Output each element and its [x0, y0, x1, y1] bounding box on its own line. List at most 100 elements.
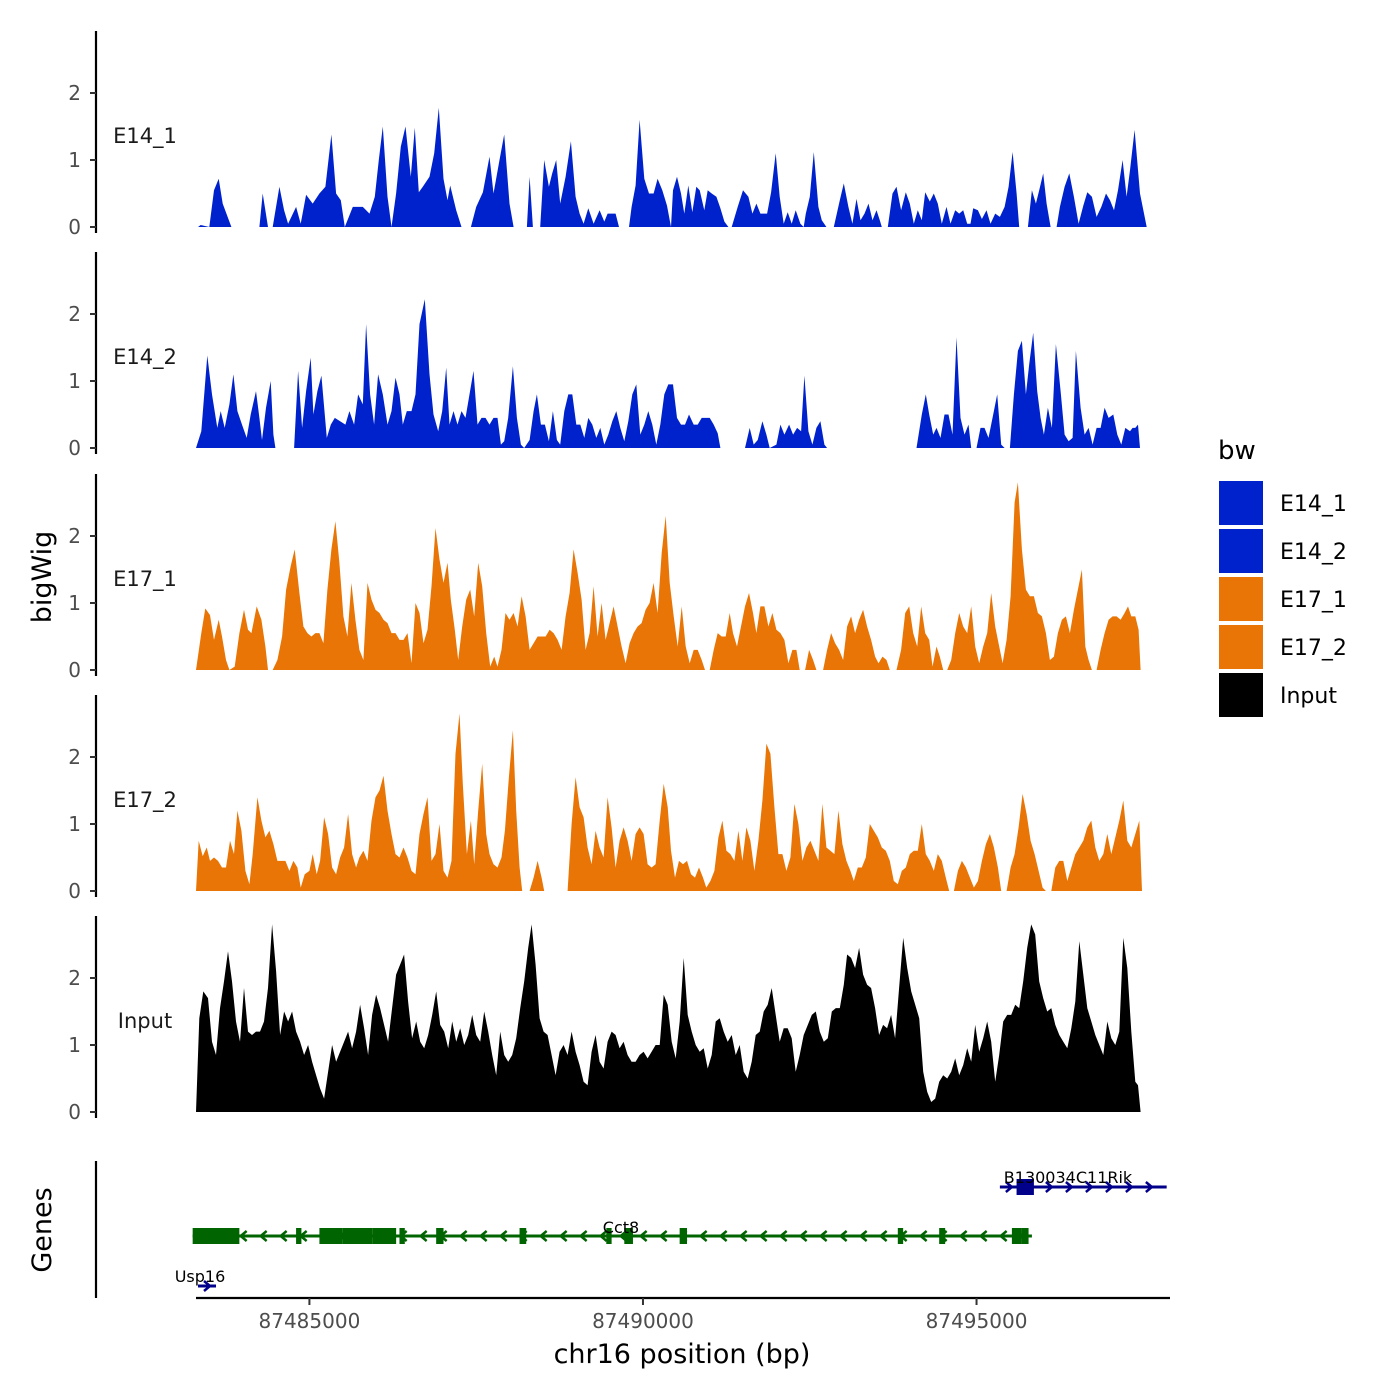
area-Input [196, 924, 1141, 1112]
exon [296, 1228, 302, 1244]
exon [436, 1228, 444, 1244]
gene-label-Usp16: Usp16 [175, 1267, 226, 1286]
exon [679, 1228, 688, 1244]
strand-arrow [458, 1230, 468, 1242]
track-label-E17_2: E17_2 [113, 788, 177, 813]
strand-arrow [538, 1230, 548, 1242]
exon [372, 1228, 397, 1244]
strand-arrow [718, 1230, 728, 1242]
track-label-E14_2: E14_2 [113, 345, 177, 370]
strand-arrow [1045, 1181, 1054, 1193]
strand-arrow [1105, 1181, 1114, 1193]
area-E14_1 [198, 107, 1147, 227]
strand-arrow [758, 1230, 768, 1242]
strand-arrow [778, 1230, 788, 1242]
strand-arrow [1005, 1181, 1014, 1193]
strand-arrow [258, 1230, 268, 1242]
strand-arrow [638, 1230, 648, 1242]
strand-arrow [658, 1230, 668, 1242]
gene-label-B130034C11Rik: B130034C11Rik [1004, 1168, 1133, 1187]
exon [624, 1228, 633, 1244]
legend-swatch-E17_2 [1217, 623, 1265, 671]
track-label-Input: Input [118, 1009, 172, 1033]
strand-arrow [878, 1230, 888, 1242]
strand-arrow [558, 1230, 568, 1242]
track-E14_2: 0 1 2 E14_2 [68, 252, 1140, 460]
legend-swatch-Input [1217, 671, 1265, 719]
track-E17_2: 0 1 2 E17_2 [68, 695, 1142, 903]
gene-Cct8: Cct8 [192, 1218, 1032, 1244]
track-Input: 0 1 2 Input [68, 916, 1141, 1124]
gene-label-Cct8: Cct8 [603, 1218, 639, 1237]
strand-arrow [1065, 1181, 1074, 1193]
y-tick-label: 2 [68, 966, 81, 990]
x-tick-label: 87490000 [592, 1309, 694, 1333]
y-tick-label: 0 [68, 215, 81, 239]
exon [399, 1228, 405, 1244]
strand-arrow [1145, 1181, 1154, 1193]
exon [606, 1228, 612, 1244]
strand-arrow [738, 1230, 748, 1242]
exon [519, 1228, 527, 1244]
strand-arrow [958, 1230, 968, 1242]
genes-axis-title: Genes [27, 1187, 58, 1272]
x-tick-label: 87485000 [259, 1309, 361, 1333]
y-tick-label: 0 [68, 879, 81, 903]
strand-arrow [238, 1230, 248, 1242]
y-tick-label: 0 [68, 1100, 81, 1124]
x-axis-title: chr16 position (bp) [554, 1339, 811, 1370]
strand-arrow [858, 1230, 868, 1242]
track-label-E14_1: E14_1 [113, 124, 177, 149]
area-E17_1 [196, 482, 1141, 670]
y-tick-label: 2 [68, 524, 81, 548]
area-E17_2 [196, 713, 1142, 891]
exon [1011, 1228, 1022, 1244]
legend-label-E14_2: E14_2 [1280, 540, 1347, 565]
strand-arrow [203, 1280, 212, 1292]
exon [192, 1228, 240, 1244]
strand-arrow [1125, 1181, 1134, 1193]
strand-arrow [798, 1230, 808, 1242]
y-tick-label: 1 [68, 1033, 81, 1057]
gene-B130034C11Rik: B130034C11Rik [999, 1168, 1167, 1195]
exon [1016, 1179, 1034, 1195]
strand-arrow [818, 1230, 828, 1242]
y-tick-label: 2 [68, 81, 81, 105]
track-E14_1: 0 1 2 E14_1 [68, 31, 1147, 239]
legend-swatch-E17_1 [1217, 575, 1265, 623]
legend-label-E17_1: E17_1 [1280, 588, 1347, 613]
legend-title: bw [1218, 436, 1256, 466]
strand-arrow [918, 1230, 928, 1242]
exon [1021, 1228, 1029, 1244]
strand-arrow [598, 1230, 608, 1242]
strand-arrow [998, 1230, 1008, 1242]
strand-arrow [418, 1230, 428, 1242]
track-panels: 0 1 2 E14_1 0 1 2 E14_2 0 1 2 E17_1 0 1 2 E17_2 0 1 2 Input [68, 31, 1147, 1124]
legend-label-E17_2: E17_2 [1280, 636, 1347, 661]
area-E14_2 [196, 299, 1140, 448]
y-tick-label: 1 [68, 148, 81, 172]
y-tick-label: 1 [68, 812, 81, 836]
strand-arrow [278, 1230, 288, 1242]
gene-Usp16: Usp16 [175, 1267, 226, 1292]
exon [342, 1228, 373, 1244]
track-E17_1: 0 1 2 E17_1 [68, 474, 1141, 682]
y-tick-label: 0 [68, 436, 81, 460]
exon [939, 1228, 946, 1244]
legend-label-E14_1: E14_1 [1280, 492, 1347, 517]
y-tick-label: 1 [68, 369, 81, 393]
x-tick-label: 87495000 [926, 1309, 1028, 1333]
exon [897, 1228, 904, 1244]
legend: bw E14_1 E14_2 E17_1 E17_2 Input [1217, 436, 1347, 719]
strand-arrow [838, 1230, 848, 1242]
strand-arrow [498, 1230, 508, 1242]
strand-arrow [1085, 1181, 1094, 1193]
strand-arrow [578, 1230, 588, 1242]
gene-track: Cct8 B130034C11Rik Usp16 [94, 1161, 1167, 1298]
y-tick-label: 1 [68, 591, 81, 615]
track-label-E17_1: E17_1 [113, 567, 177, 592]
y-tick-label: 0 [68, 658, 81, 682]
exon [319, 1228, 343, 1244]
x-axis: 87485000 87490000 87495000 [196, 1296, 1170, 1333]
